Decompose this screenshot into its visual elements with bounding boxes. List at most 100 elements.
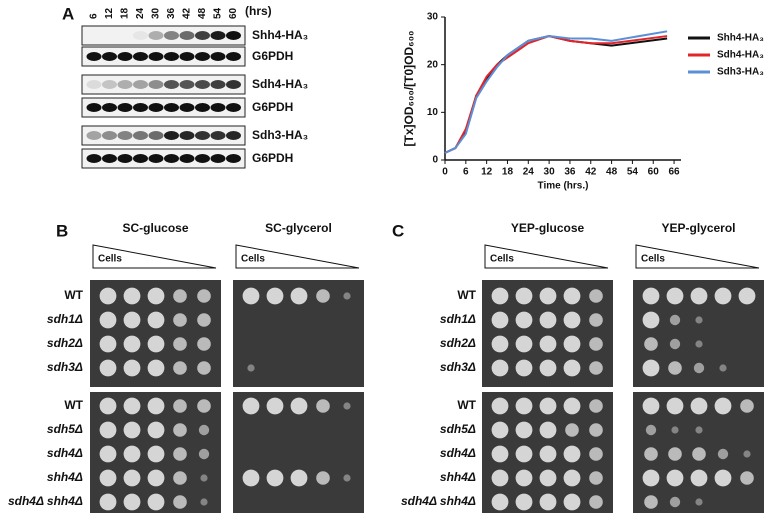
y-tick-label: 0 — [432, 155, 438, 166]
cells-triangle — [235, 244, 360, 269]
band — [210, 31, 226, 40]
band — [148, 80, 164, 89]
colony-spot — [539, 397, 557, 415]
strain-label: sdh2Δ — [47, 336, 83, 350]
lane-label: 30 — [151, 7, 162, 19]
colony-spot — [666, 469, 684, 487]
colony-spot — [290, 287, 308, 305]
band — [148, 154, 164, 163]
panel-label: A — [62, 4, 74, 23]
lane-label: 36 — [166, 7, 177, 19]
data-line — [444, 35, 668, 154]
cells-label: Cells — [241, 254, 265, 265]
colony-spot — [99, 493, 117, 511]
colony-spot — [690, 469, 708, 487]
colony-spot — [147, 359, 165, 377]
band — [133, 103, 148, 112]
colony-spot — [589, 447, 603, 461]
y-tick-label: 10 — [427, 107, 439, 118]
colony-spot — [123, 397, 141, 415]
colony-spot — [668, 447, 682, 461]
cells-triangle — [92, 244, 217, 269]
colony-spot — [491, 469, 509, 487]
lane-label: 18 — [120, 7, 131, 19]
panel-label: B — [56, 221, 68, 240]
lane-label: 24 — [135, 7, 146, 19]
colony-spot — [242, 469, 260, 487]
band — [179, 80, 195, 89]
colony-spot — [645, 424, 657, 436]
colony-spot — [123, 335, 141, 353]
colony-spot — [563, 335, 581, 353]
band — [210, 154, 226, 163]
colony-spot — [563, 287, 581, 305]
colony-spot — [743, 450, 751, 458]
colony-spot — [197, 399, 211, 413]
band — [102, 80, 117, 89]
colony-spot — [316, 471, 330, 485]
colony-spot — [539, 287, 557, 305]
colony-spot — [666, 397, 684, 415]
colony-spot — [316, 399, 330, 413]
colony-spot — [589, 361, 603, 375]
band — [179, 103, 195, 112]
colony-spot — [515, 359, 533, 377]
band — [226, 31, 241, 40]
colony-spot — [740, 471, 754, 485]
colony-spot — [695, 340, 703, 348]
x-tick-label: 12 — [481, 167, 493, 178]
colony-spot — [563, 469, 581, 487]
strain-label: shh4Δ — [440, 470, 476, 484]
colony-spot — [343, 292, 351, 300]
colony-spot — [147, 311, 165, 329]
lane-label: 60 — [228, 7, 239, 19]
strain-label: WT — [457, 398, 476, 412]
band — [195, 154, 210, 163]
legend-label: Sdh4-HA₃ — [717, 50, 764, 61]
colony-spot — [147, 421, 165, 439]
band — [117, 131, 133, 140]
x-tick-label: 18 — [502, 167, 514, 178]
colony-spot — [266, 469, 284, 487]
legend-label: Shh4-HA₃ — [717, 33, 764, 44]
colony-spot — [343, 474, 351, 482]
x-tick-label: 0 — [442, 167, 448, 178]
colony-spot — [692, 447, 706, 461]
band — [86, 154, 102, 163]
band — [226, 103, 241, 112]
colony-spot — [147, 469, 165, 487]
band — [164, 52, 179, 61]
colony-spot — [343, 402, 351, 410]
colony-spot — [198, 424, 210, 436]
colony-spot — [266, 287, 284, 305]
band — [210, 131, 226, 140]
colony-spot — [666, 287, 684, 305]
blot-label: Shh4-HA₃ — [252, 28, 308, 42]
colony-spot — [695, 426, 703, 434]
colony-spot — [173, 471, 187, 485]
cells-label: Cells — [98, 254, 122, 265]
colony-spot — [147, 493, 165, 511]
blot-label: G6PDH — [252, 151, 293, 165]
band — [148, 131, 164, 140]
colony-spot — [642, 469, 660, 487]
lane-label: 54 — [213, 7, 224, 19]
colony-spot — [173, 361, 187, 375]
colony-spot — [99, 469, 117, 487]
band — [164, 103, 179, 112]
colony-spot — [515, 421, 533, 439]
cells-label: Cells — [490, 254, 514, 265]
colony-spot — [565, 423, 579, 437]
colony-spot — [173, 289, 187, 303]
strain-label: sdh3Δ — [440, 360, 476, 374]
colony-spot — [515, 469, 533, 487]
x-tick-label: 48 — [606, 167, 618, 178]
strain-label: sdh2Δ — [440, 336, 476, 350]
colony-spot — [99, 445, 117, 463]
colony-spot — [539, 359, 557, 377]
strain-label: WT — [64, 288, 83, 302]
strain-label: WT — [64, 398, 83, 412]
colony-spot — [539, 311, 557, 329]
band — [117, 154, 133, 163]
